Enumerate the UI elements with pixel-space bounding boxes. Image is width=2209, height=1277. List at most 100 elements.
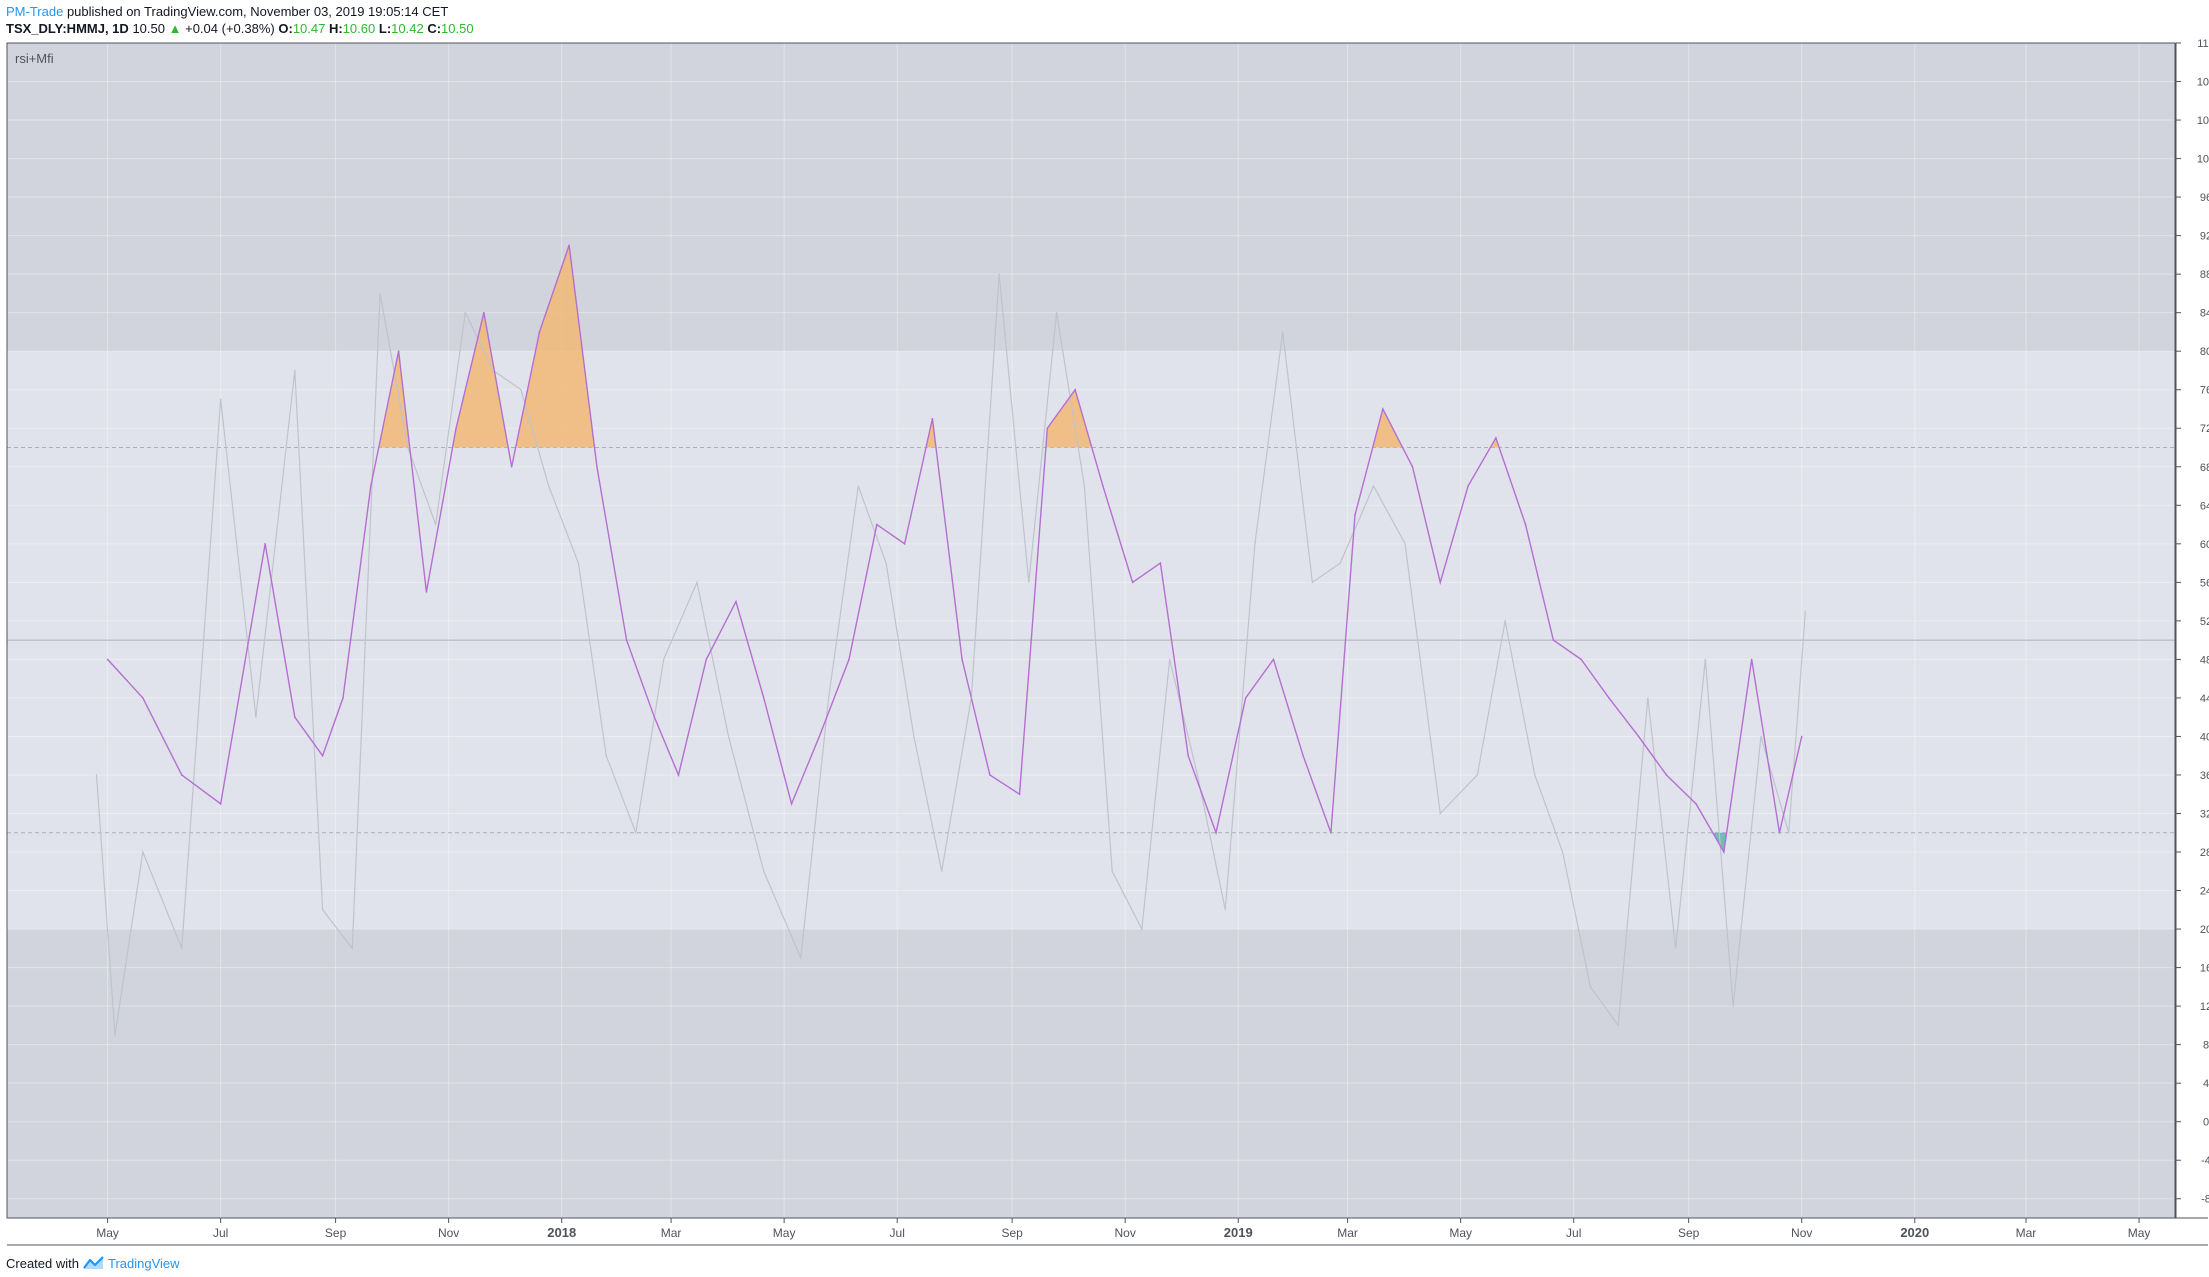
y-tick-label: 24 bbox=[2200, 886, 2209, 898]
mfi-point bbox=[800, 957, 802, 959]
rsi-point bbox=[1411, 465, 1414, 468]
rsi-point bbox=[1750, 658, 1753, 661]
rsi-point bbox=[818, 735, 821, 738]
mfi-point bbox=[464, 311, 467, 314]
created-with-text: Created with bbox=[6, 1256, 79, 1271]
mfi-point bbox=[1028, 581, 1030, 584]
y-tick-label: 16 bbox=[2200, 963, 2209, 975]
mfi-point bbox=[1372, 485, 1375, 487]
rsi-point bbox=[1074, 388, 1076, 391]
rsi-point bbox=[735, 600, 737, 603]
rsi-point bbox=[510, 465, 513, 468]
y-tick-label: 92 bbox=[2200, 231, 2209, 243]
mfi-point bbox=[1589, 986, 1592, 988]
x-tick-label: 2020 bbox=[1900, 1225, 1929, 1240]
mfi-point bbox=[1760, 735, 1762, 738]
x-tick-label: May bbox=[96, 1226, 119, 1240]
y-tick-label: 56 bbox=[2200, 577, 2209, 589]
mfi-point bbox=[1476, 774, 1479, 776]
x-tick-label: 2019 bbox=[1224, 1225, 1253, 1240]
y-tick-label: 100 bbox=[2197, 154, 2209, 166]
x-tick-label: Jul bbox=[890, 1226, 905, 1240]
overbought-fill bbox=[452, 312, 509, 448]
rsi-point bbox=[961, 658, 963, 661]
mfi-point bbox=[407, 446, 409, 449]
mfi-point bbox=[1254, 543, 1256, 545]
y-tick-label: 36 bbox=[2200, 770, 2209, 782]
mfi-point bbox=[379, 292, 381, 295]
mfi-point bbox=[1282, 331, 1284, 333]
up-arrow-icon: ▲ bbox=[168, 21, 182, 36]
rsi-point bbox=[1018, 793, 1021, 796]
mfi-point bbox=[1055, 311, 1058, 314]
rsi-point bbox=[294, 716, 296, 718]
high-label: H: bbox=[328, 21, 343, 36]
rsi-point bbox=[1354, 514, 1356, 516]
mfi-point bbox=[1732, 1005, 1734, 1007]
mfi-point bbox=[1224, 909, 1226, 911]
low-value: 10.42 bbox=[391, 21, 424, 36]
open-label: O: bbox=[278, 21, 293, 36]
x-tick-label: May bbox=[2128, 1226, 2151, 1240]
rsi-point bbox=[1330, 831, 1332, 834]
x-tick-label: Nov bbox=[1115, 1226, 1136, 1240]
mfi-point bbox=[857, 485, 859, 487]
rsi-point bbox=[1800, 735, 1803, 738]
rsi-point bbox=[903, 543, 906, 545]
mfi-point bbox=[1083, 485, 1086, 487]
publish-info: PM-Trade published on TradingView.com, N… bbox=[6, 4, 448, 19]
mfi-point bbox=[492, 369, 494, 372]
rsi-point bbox=[219, 803, 222, 805]
mfi-point bbox=[998, 273, 1000, 275]
x-tick-label: May bbox=[1449, 1226, 1472, 1240]
x-tick-label: Jul bbox=[1566, 1226, 1581, 1240]
rsi-point bbox=[989, 774, 991, 776]
mfi-point bbox=[1439, 812, 1441, 815]
mfi-point bbox=[913, 735, 915, 738]
rsi-point bbox=[106, 658, 109, 661]
y-tick-label: 28 bbox=[2200, 847, 2209, 859]
rsi-point bbox=[1046, 427, 1049, 430]
overbought-fill bbox=[378, 351, 410, 448]
rsi-point bbox=[1580, 658, 1582, 661]
y-tick-label: -8 bbox=[2201, 1194, 2209, 1206]
y-tick-label: 32 bbox=[2200, 808, 2209, 820]
rsi-point bbox=[677, 774, 680, 776]
price-change: +0.04 (+0.38%) bbox=[185, 21, 275, 36]
rsi-point bbox=[1215, 831, 1217, 834]
y-tick-label: 72 bbox=[2200, 423, 2209, 435]
mfi-point bbox=[1311, 581, 1314, 584]
rsi-point bbox=[342, 697, 344, 699]
mfi-point bbox=[142, 851, 144, 853]
mfi-point bbox=[763, 870, 765, 872]
mfi-point bbox=[1788, 832, 1790, 834]
y-tick-label: 64 bbox=[2200, 500, 2209, 512]
low-label: L: bbox=[378, 21, 392, 36]
mfi-point bbox=[1504, 620, 1506, 622]
rsi-point bbox=[876, 523, 878, 526]
high-value: 10.60 bbox=[342, 21, 376, 36]
rsi-point bbox=[321, 754, 324, 757]
mfi-point bbox=[1534, 774, 1536, 776]
mfi-point bbox=[635, 832, 637, 834]
rsi-point bbox=[1665, 774, 1668, 776]
rsi-point bbox=[931, 417, 934, 420]
y-tick-label: 44 bbox=[2200, 693, 2209, 705]
rsi-point bbox=[483, 311, 485, 314]
rsi-point bbox=[455, 427, 457, 430]
close-value: 10.50 bbox=[441, 21, 474, 36]
rsi-point bbox=[848, 658, 850, 661]
x-tick-label: Mar bbox=[661, 1226, 682, 1240]
author-link[interactable]: PM-Trade bbox=[6, 4, 64, 19]
x-tick-label: Sep bbox=[1678, 1226, 1700, 1240]
rsi-point bbox=[705, 658, 708, 661]
mfi-point bbox=[548, 485, 550, 487]
rsi-series-line bbox=[107, 245, 1803, 855]
tradingview-link[interactable]: TradingView bbox=[108, 1256, 180, 1271]
mfi-point bbox=[662, 658, 665, 661]
mfi-point bbox=[1561, 851, 1564, 853]
mfi-point bbox=[219, 398, 222, 401]
x-tick-label: Sep bbox=[325, 1226, 347, 1240]
rsi-point bbox=[1272, 658, 1275, 661]
